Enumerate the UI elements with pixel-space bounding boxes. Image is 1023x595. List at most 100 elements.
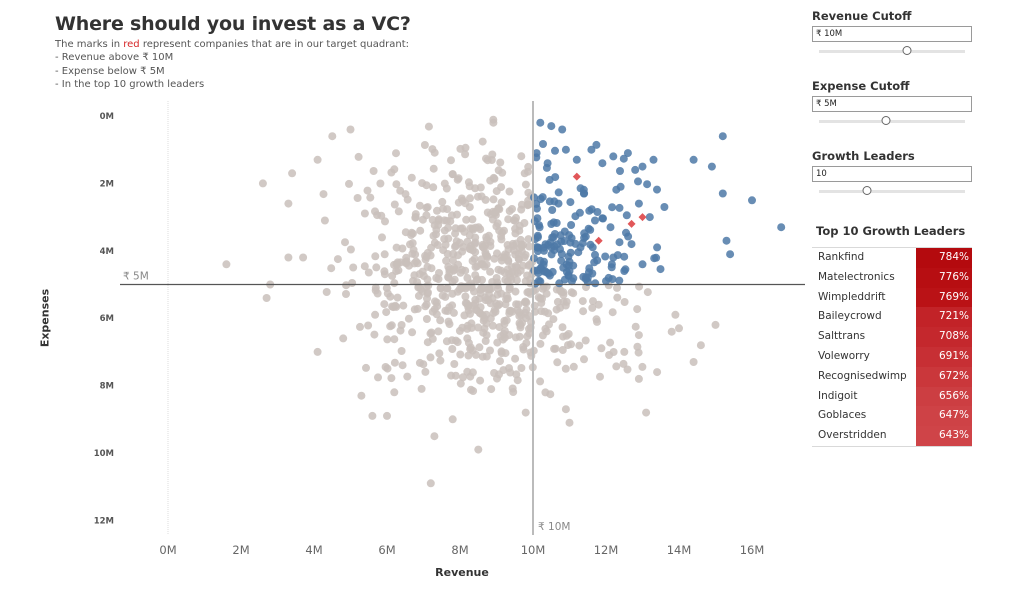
quadrant-company-point[interactable] xyxy=(535,223,544,232)
company-point[interactable] xyxy=(452,237,461,246)
company-point[interactable] xyxy=(481,337,490,345)
company-point[interactable] xyxy=(402,253,411,262)
slider-thumb[interactable] xyxy=(862,186,872,195)
company-point[interactable] xyxy=(393,293,402,302)
quadrant-company-point[interactable] xyxy=(547,250,556,259)
company-point[interactable] xyxy=(435,349,444,358)
company-point[interactable] xyxy=(369,167,378,175)
company-point[interactable] xyxy=(517,205,526,214)
quadrant-company-point[interactable] xyxy=(620,252,629,261)
company-point[interactable] xyxy=(390,388,399,397)
company-point[interactable] xyxy=(428,334,437,343)
quadrant-company-point[interactable] xyxy=(643,180,652,189)
company-point[interactable] xyxy=(441,306,450,315)
company-point[interactable] xyxy=(423,203,432,212)
quadrant-company-point[interactable] xyxy=(718,189,727,198)
company-point[interactable] xyxy=(525,242,534,251)
table-row[interactable]: Wimpleddrift 769% xyxy=(812,287,972,308)
company-point[interactable] xyxy=(346,245,355,254)
quadrant-company-point[interactable] xyxy=(580,189,589,198)
company-point[interactable] xyxy=(417,384,426,393)
company-point[interactable] xyxy=(696,341,705,350)
company-point[interactable] xyxy=(364,268,373,277)
company-point[interactable] xyxy=(466,345,475,354)
company-point[interactable] xyxy=(357,391,366,400)
company-point[interactable] xyxy=(511,333,520,342)
company-point[interactable] xyxy=(398,361,407,370)
company-point[interactable] xyxy=(429,183,438,192)
company-point[interactable] xyxy=(341,238,349,247)
company-point[interactable] xyxy=(545,320,553,329)
slider-track[interactable] xyxy=(819,50,965,53)
company-point[interactable] xyxy=(461,292,470,301)
company-point[interactable] xyxy=(427,264,436,273)
company-point[interactable] xyxy=(588,303,597,312)
company-point[interactable] xyxy=(474,323,483,332)
quadrant-company-point[interactable] xyxy=(533,231,542,240)
company-point[interactable] xyxy=(517,152,526,161)
company-point[interactable] xyxy=(356,322,364,331)
quadrant-company-point[interactable] xyxy=(583,273,592,282)
company-point[interactable] xyxy=(466,309,474,318)
company-point[interactable] xyxy=(438,291,447,300)
company-point[interactable] xyxy=(569,362,578,371)
company-point[interactable] xyxy=(487,385,496,394)
company-point[interactable] xyxy=(382,308,391,317)
company-point[interactable] xyxy=(675,324,683,333)
company-point[interactable] xyxy=(411,250,420,259)
company-point[interactable] xyxy=(561,364,570,373)
company-point[interactable] xyxy=(463,274,472,282)
quadrant-company-point[interactable] xyxy=(588,243,597,252)
company-point[interactable] xyxy=(635,282,644,291)
quadrant-company-point[interactable] xyxy=(718,132,727,141)
company-point[interactable] xyxy=(555,285,564,294)
company-point[interactable] xyxy=(524,235,533,244)
company-point[interactable] xyxy=(464,351,473,360)
company-point[interactable] xyxy=(416,226,425,235)
company-point[interactable] xyxy=(432,230,440,239)
company-point[interactable] xyxy=(434,327,443,336)
quadrant-company-point[interactable] xyxy=(777,223,786,232)
company-point[interactable] xyxy=(489,173,498,182)
company-point[interactable] xyxy=(689,358,698,366)
quadrant-company-point[interactable] xyxy=(534,276,543,285)
company-point[interactable] xyxy=(333,255,342,264)
company-point[interactable] xyxy=(449,308,458,317)
company-point[interactable] xyxy=(502,291,511,300)
company-point[interactable] xyxy=(505,331,514,339)
company-point[interactable] xyxy=(524,311,533,320)
company-point[interactable] xyxy=(390,200,399,209)
company-point[interactable] xyxy=(501,250,509,259)
company-point[interactable] xyxy=(412,257,421,266)
company-point[interactable] xyxy=(512,370,521,379)
company-point[interactable] xyxy=(430,432,439,441)
company-point[interactable] xyxy=(503,265,512,274)
company-point[interactable] xyxy=(468,257,477,265)
quadrant-company-point[interactable] xyxy=(616,167,624,175)
company-point[interactable] xyxy=(483,156,492,165)
company-point[interactable] xyxy=(288,169,297,178)
company-point[interactable] xyxy=(620,298,629,306)
quadrant-company-point[interactable] xyxy=(587,145,596,154)
company-point[interactable] xyxy=(394,207,403,216)
company-point[interactable] xyxy=(421,367,430,376)
company-point[interactable] xyxy=(502,316,511,325)
company-point[interactable] xyxy=(489,207,497,216)
company-point[interactable] xyxy=(517,364,526,372)
quadrant-company-point[interactable] xyxy=(650,254,659,263)
target-company-diamond[interactable] xyxy=(594,236,603,245)
company-point[interactable] xyxy=(327,264,336,273)
quadrant-company-point[interactable] xyxy=(567,221,576,229)
company-point[interactable] xyxy=(378,233,386,242)
company-point[interactable] xyxy=(471,223,480,232)
company-point[interactable] xyxy=(442,337,451,346)
company-point[interactable] xyxy=(491,307,500,316)
company-point[interactable] xyxy=(667,327,676,336)
company-point[interactable] xyxy=(345,179,353,188)
company-point[interactable] xyxy=(499,335,507,344)
company-point[interactable] xyxy=(596,372,604,381)
company-point[interactable] xyxy=(342,281,351,290)
company-point[interactable] xyxy=(440,179,449,188)
company-point[interactable] xyxy=(342,290,350,298)
quadrant-company-point[interactable] xyxy=(539,140,547,148)
